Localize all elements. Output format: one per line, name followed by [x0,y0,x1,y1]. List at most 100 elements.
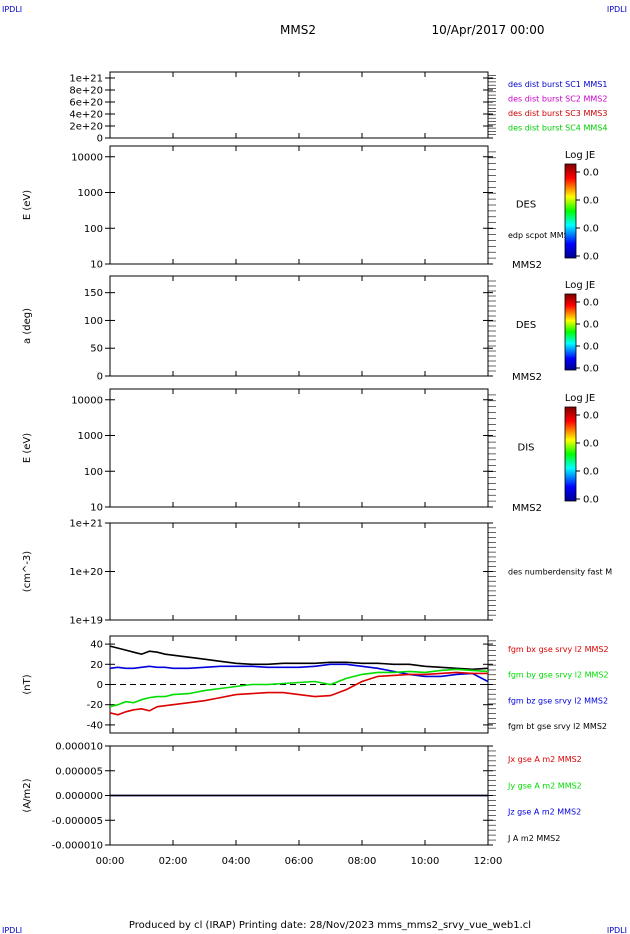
y-tick-label: -20 [87,700,103,711]
colorbar-tick-label: 0.0 [583,467,599,478]
footer-credit: Produced by cl (IRAP) Printing date: 28/… [129,920,531,931]
colorbar [564,293,577,371]
legend-entry: fgm by gse srvy l2 MMS2 [508,671,609,680]
y-tick-label: 10000 [71,152,103,163]
y-axis-label: (nT) [22,674,33,694]
instrument-label: DES [516,199,536,210]
y-tick-label: 50 [90,344,103,355]
instrument-label: DIS [518,442,535,453]
legend-entry: des dist burst SC3 MMS3 [508,109,607,118]
y-tick-label: 0 [97,372,103,383]
corner-mark-top-left: IPDLI [2,5,22,14]
y-tick-label: 8e+20 [69,86,103,97]
panel-2: 10000 1000 100 10 E (eV) DES MMS2 edp scpot MMS… [22,145,599,271]
colorbar-title: Log JE [565,393,595,404]
corner-mark-bottom-left: IPDLI [2,926,22,934]
colorbar-title: Log JE [565,150,595,161]
x-tick-label: 04:00 [222,856,251,867]
spacecraft-label: MMS2 [512,260,542,271]
y-tick-label: 1000 [78,188,103,199]
plot-date: 10/Apr/2017 00:00 [431,23,544,37]
legend-entry: des numberdensity fast M [508,568,612,577]
y-tick-label: -0.000010 [52,841,103,852]
panel-frame [109,145,489,265]
panel-frame [109,275,489,377]
colorbar [564,163,577,259]
x-tick-label: 12:00 [474,856,503,867]
y-tick-label: 1000 [78,431,103,442]
y-tick-label: 6e+20 [69,98,103,109]
y-tick-label: 1e+21 [69,74,103,85]
panel-4: 10000 1000 100 10 E (eV) DIS MMS2 Log JE 0.0 0.0 0… [22,388,599,514]
panel-5: 1e+21 1e+20 1e+19 (cm^-3) des numberdensity … [22,519,612,627]
y-tick-label: 10 [90,260,103,271]
y-tick-label: 10000 [71,395,103,406]
colorbar-tick-label: 0.0 [583,439,599,450]
colorbar-tick-label: 0.0 [583,168,599,179]
legend-entry: des dist burst SC1 MMS1 [508,80,607,89]
y-tick-label: 1e+21 [69,519,103,530]
panel-3: 150 100 50 0 a (deg) DES MMS2 Log JE 0.0 0.0 0.0 0.… [22,275,599,383]
y-tick-label: 0 [97,134,103,145]
legend-entry: Jz gse A m2 MMS2 [507,808,581,817]
spacecraft-label: MMS2 [512,503,542,514]
instrument-label: DES [516,320,536,331]
colorbar-tick-label: 0.0 [583,495,599,506]
y-tick-label: 1e+20 [69,567,103,578]
series-line [109,645,489,671]
y-tick-label: 0.000000 [55,791,103,802]
legend-entry: des dist burst SC4 MMS4 [508,124,607,133]
colorbar-tick-label: 0.0 [583,224,599,235]
y-tick-label: -40 [87,720,103,731]
plot-title: MMS2 [280,23,316,37]
colorbar-tick-label: 0.0 [583,411,599,422]
legend-entry: Jx gse A m2 MMS2 [507,755,582,764]
y-axis-label: a (deg) [22,308,33,344]
x-tick-label: 06:00 [285,856,314,867]
corner-mark-top-right: IPDLI [607,5,627,14]
colorbar [564,406,577,502]
panel-frame [109,388,489,508]
y-tick-label: 2e+20 [69,122,103,133]
colorbar-tick-label: 0.0 [583,320,599,331]
legend-entry: fgm bz gse srvy l2 MMS2 [508,696,608,705]
y-axis-label: (A/m2) [22,778,33,812]
panel-frame [109,71,489,139]
y-tick-label: 40 [90,640,103,651]
panel-6: 40 20 0 -20 -40 (nT) fgm bx gse srvy l2 MMS2 fg… [22,635,609,734]
y-axis-label: E (eV) [22,433,33,463]
x-tick-label: 02:00 [159,856,188,867]
x-tick-label: 00:00 [96,856,125,867]
colorbar-title: Log JE [565,280,595,291]
legend-entry: des dist burst SC2 MMS2 [508,95,607,104]
y-tick-label: 0 [97,680,103,691]
extra-label: edp scpot MMS2 [508,231,574,240]
colorbar-tick-label: 0.0 [583,342,599,353]
y-tick-label: 150 [84,288,103,299]
y-tick-label: 10 [90,503,103,514]
legend-entry: fgm bt gse srvy l2 MMS2 [508,722,607,731]
spacecraft-label: MMS2 [512,372,542,383]
y-tick-label: 100 [84,316,103,327]
legend-entry: Jy gse A m2 MMS2 [507,781,582,790]
y-axis-label: (cm^-3) [22,551,33,592]
y-tick-label: 1e+19 [69,616,103,627]
series-line [109,668,489,708]
y-tick-label: 4e+20 [69,110,103,121]
legend-entry: J A m2 MMS2 [507,834,560,843]
y-tick-label: 0.000010 [55,742,103,753]
colorbar-tick-label: 0.0 [583,196,599,207]
colorbar-tick-label: 0.0 [583,364,599,375]
panel-frame [109,522,489,621]
colorbar-tick-label: 0.0 [583,252,599,263]
panel-7: 0.000010 0.000005 0.000000 -0.000005 -0.0000… [22,742,582,852]
legend-entry: fgm bx gse srvy l2 MMS2 [508,645,609,654]
y-tick-label: 0.000005 [55,766,103,777]
series-line [109,671,488,716]
y-tick-label: 100 [84,224,103,235]
y-tick-label: 100 [84,467,103,478]
y-tick-label: -0.000005 [52,816,103,827]
